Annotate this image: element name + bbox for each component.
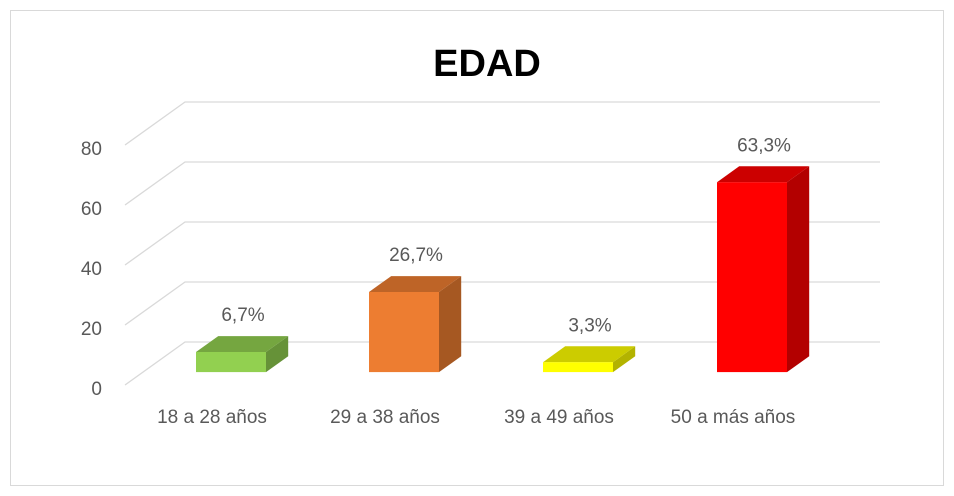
bar-side bbox=[266, 336, 289, 373]
bar-side bbox=[439, 276, 462, 373]
data-label: 6,7% bbox=[221, 305, 264, 326]
bar bbox=[717, 182, 787, 373]
data-label: 3,3% bbox=[568, 315, 611, 336]
grid-line bbox=[124, 341, 880, 386]
y-tick-label: 60 bbox=[81, 199, 102, 220]
grid-line bbox=[124, 101, 880, 146]
grid-line bbox=[124, 221, 880, 266]
y-tick-label: 40 bbox=[81, 259, 102, 280]
bar-side bbox=[613, 346, 636, 373]
bar bbox=[543, 362, 613, 373]
y-tick-label: 20 bbox=[81, 319, 102, 340]
data-label: 63,3% bbox=[737, 135, 791, 156]
bar-top bbox=[196, 336, 289, 352]
grid-line bbox=[124, 161, 880, 206]
bar-top bbox=[369, 276, 462, 292]
bar-top bbox=[543, 346, 636, 363]
y-tick-label: 80 bbox=[81, 139, 102, 160]
bar bbox=[369, 292, 439, 373]
x-tick-label: 29 a 38 años bbox=[330, 407, 440, 428]
x-tick-label: 18 a 28 años bbox=[157, 407, 267, 428]
x-tick-label: 50 a más años bbox=[671, 407, 796, 428]
y-tick-label: 0 bbox=[91, 379, 102, 400]
grid-line bbox=[124, 281, 880, 326]
data-label: 26,7% bbox=[389, 245, 443, 266]
bar-top bbox=[717, 166, 810, 183]
bar bbox=[196, 352, 266, 373]
x-tick-label: 39 a 49 años bbox=[504, 407, 614, 428]
chart-title: EDAD bbox=[433, 43, 541, 85]
bar-side bbox=[787, 166, 810, 373]
